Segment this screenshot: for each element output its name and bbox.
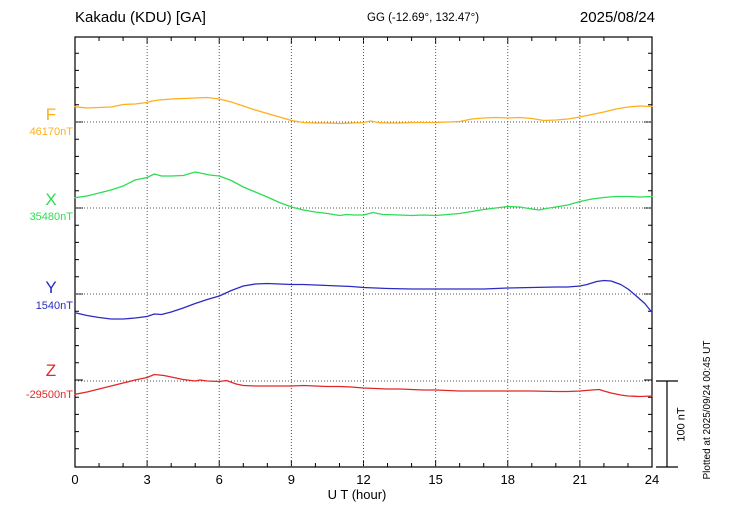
dotted-grid <box>75 37 652 467</box>
plot-frame <box>74 36 653 468</box>
x-axis-title: U T (hour) <box>327 487 387 502</box>
trace-F <box>74 96 653 125</box>
plot-date: 2025/08/24 <box>579 9 655 26</box>
geographic-coords: GG (-12.69°, 132.47°) <box>367 12 480 24</box>
x-tick-label-21: 21 <box>573 472 587 487</box>
plotted-at-note: Plotted at 2025/09/24 00:45 UT <box>702 340 713 480</box>
channel-label-Z: Z <box>45 361 57 380</box>
x-tick-label-15: 15 <box>428 472 442 487</box>
x-tick-label-9: 9 <box>288 472 295 487</box>
x-tick-label-6: 6 <box>216 472 223 487</box>
x-tick-label-3: 3 <box>144 472 151 487</box>
channel-baseline-Y: 1540nT <box>35 300 73 312</box>
trace-Z <box>74 373 653 398</box>
channel-label-X: X <box>45 190 57 209</box>
trace-X <box>74 171 653 217</box>
x-tick-label-18: 18 <box>501 472 515 487</box>
x-tick-label-12: 12 <box>356 472 370 487</box>
channel-label-F: F <box>45 105 57 124</box>
scale-bar-label: 100 nT <box>675 407 688 442</box>
channel-baseline-X: 35480nT <box>29 211 73 223</box>
channel-baseline-Z: -29500nT <box>25 389 73 401</box>
trace-Y <box>74 279 653 320</box>
scale-bar <box>656 380 678 468</box>
channel-baseline-F: 46170nT <box>29 126 73 138</box>
x-tick-label-24: 24 <box>645 472 659 487</box>
station-title: Kakadu (KDU) [GA] <box>75 9 206 26</box>
axis-ticks <box>74 37 653 467</box>
x-tick-label-0: 0 <box>71 472 78 487</box>
channel-label-Y: Y <box>45 278 57 297</box>
